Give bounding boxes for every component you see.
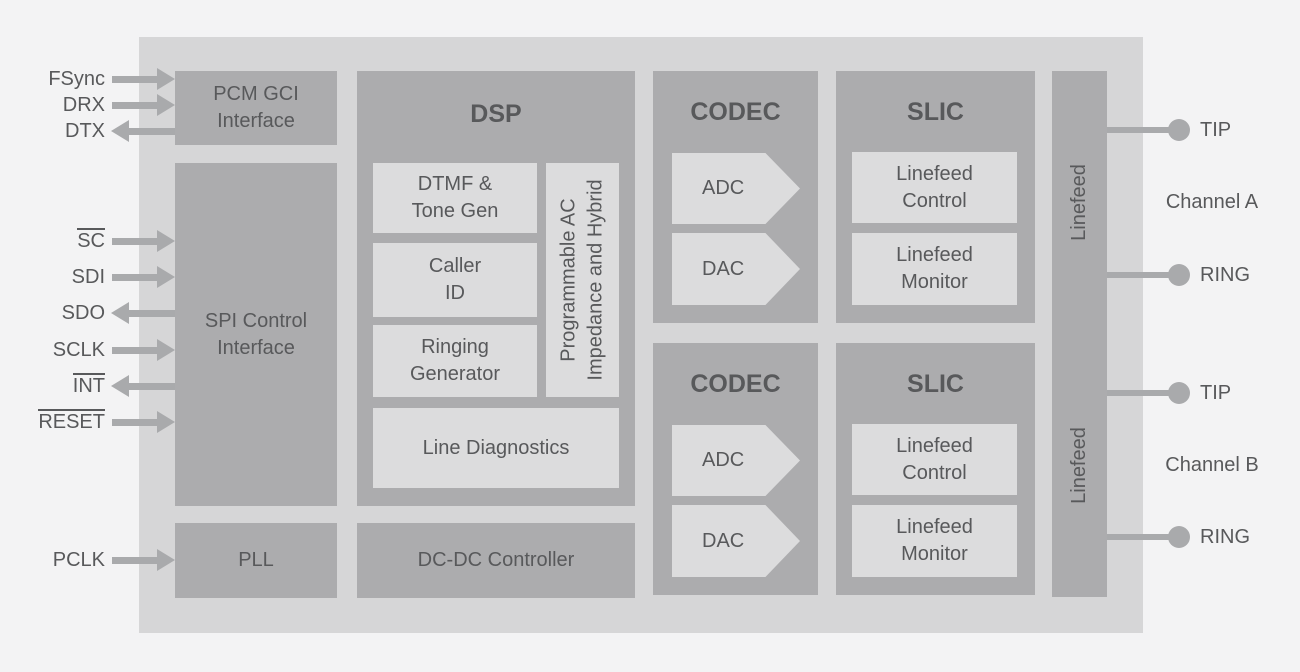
dtmf-tone-gen-block: DTMF & Tone Gen bbox=[373, 163, 537, 233]
arrow-right-icon bbox=[112, 347, 159, 354]
linefeed-strip: Linefeed Linefeed bbox=[1052, 71, 1107, 597]
pin-pclk: PCLK bbox=[0, 547, 176, 573]
pin-drx-label: DRX bbox=[62, 94, 105, 116]
pin-sdi: SDI bbox=[0, 264, 176, 290]
pin-cs: SC bbox=[0, 228, 176, 254]
dc-dc-controller-block: DC-DC Controller bbox=[357, 523, 635, 598]
arrow-right-icon bbox=[112, 102, 159, 109]
linefeed-monitor-block-a: Linefeed Monitor bbox=[852, 233, 1017, 305]
slic-block-a: SLIC Linefeed Control Linefeed Monitor bbox=[836, 71, 1035, 323]
linefeed-control-label-a: Linefeed Control bbox=[896, 162, 973, 212]
linefeed-label-a: Linefeed bbox=[1068, 164, 1090, 241]
tip-terminal-icon bbox=[1168, 382, 1190, 404]
adc-label-b: ADC bbox=[702, 449, 745, 471]
pin-sdi-label: SDI bbox=[71, 266, 105, 288]
ring-label-a: RING bbox=[1200, 264, 1250, 286]
tip-label-a: TIP bbox=[1200, 119, 1232, 141]
caller-id-label: Caller ID bbox=[428, 255, 482, 304]
pcm-gci-interface-label: PCM GCI Interface bbox=[213, 83, 299, 132]
arrow-right-icon bbox=[112, 274, 159, 281]
pin-reset: RESET bbox=[0, 409, 176, 435]
pin-cs-label: SC bbox=[77, 228, 105, 252]
dac-block-b: DAC bbox=[672, 505, 800, 577]
linefeed-label-b: Linefeed bbox=[1068, 427, 1090, 504]
spi-control-interface-label: SPI Control Interface bbox=[204, 309, 308, 359]
pll-block: PLL bbox=[175, 523, 337, 598]
line-diagnostics-block: Line Diagnostics bbox=[373, 408, 619, 488]
ring-line-b bbox=[1107, 534, 1169, 540]
adc-block-b: ADC bbox=[672, 425, 800, 496]
pin-drx: DRX bbox=[0, 92, 176, 118]
dsp-block: DSP DTMF & Tone Gen Caller ID Ringing Ge… bbox=[357, 71, 635, 506]
linefeed-monitor-label-b: Linefeed Monitor bbox=[896, 516, 973, 565]
spi-control-interface-block: SPI Control Interface bbox=[175, 163, 337, 506]
linefeed-control-label-b: Linefeed Control bbox=[896, 434, 973, 484]
channel-a-label: Channel A bbox=[1165, 191, 1259, 213]
codec-title-a: CODEC bbox=[690, 98, 781, 126]
caller-id-block: Caller ID bbox=[373, 243, 537, 317]
pin-sdo: SDO bbox=[0, 300, 176, 326]
codec-block-a: CODEC ADC DAC bbox=[653, 71, 818, 323]
codec-title-b: CODEC bbox=[690, 370, 781, 398]
linefeed-section-b: Linefeed bbox=[1052, 334, 1107, 597]
linefeed-control-block-b: Linefeed Control bbox=[852, 424, 1017, 495]
arrow-right-icon bbox=[112, 238, 159, 245]
dac-label-a: DAC bbox=[702, 257, 745, 280]
arrow-left-icon bbox=[127, 128, 175, 135]
linefeed-section-a: Linefeed bbox=[1052, 71, 1107, 334]
ring-terminal-icon bbox=[1168, 264, 1190, 286]
ring-line-a bbox=[1107, 272, 1169, 278]
ringing-generator-label: Ringing Generator bbox=[409, 336, 501, 385]
adc-label-a: ADC bbox=[702, 177, 745, 199]
adc-block-a: ADC bbox=[672, 153, 800, 224]
arrow-right-icon bbox=[112, 76, 159, 83]
tip-label-b: TIP bbox=[1200, 382, 1232, 404]
linefeed-control-block-a: Linefeed Control bbox=[852, 152, 1017, 223]
pin-reset-label: RESET bbox=[38, 409, 105, 433]
tip-terminal-icon bbox=[1168, 119, 1190, 141]
ac-impedance-hybrid-label: Programmable AC Impedance and Hybrid bbox=[557, 179, 607, 381]
ring-label-b: RING bbox=[1200, 526, 1250, 548]
linefeed-monitor-block-b: Linefeed Monitor bbox=[852, 505, 1017, 577]
slic-title-b: SLIC bbox=[907, 370, 964, 398]
pin-int: INT bbox=[0, 373, 176, 399]
pin-dtx: DTX bbox=[0, 118, 176, 144]
pin-fsync-label: FSync bbox=[48, 68, 105, 90]
codec-block-b: CODEC ADC DAC bbox=[653, 343, 818, 595]
slic-title-a: SLIC bbox=[907, 98, 964, 126]
pin-int-label: INT bbox=[72, 373, 105, 397]
dsp-title: DSP bbox=[470, 100, 522, 128]
tip-line-b bbox=[1107, 390, 1169, 396]
slic-block-b: SLIC Linefeed Control Linefeed Monitor bbox=[836, 343, 1035, 595]
pin-fsync: FSync bbox=[0, 66, 176, 92]
pin-dtx-label: DTX bbox=[65, 120, 105, 142]
ringing-generator-block: Ringing Generator bbox=[373, 325, 537, 397]
pin-pclk-label: PCLK bbox=[52, 549, 105, 571]
arrow-left-icon bbox=[127, 383, 175, 390]
pin-sdo-label: SDO bbox=[61, 302, 105, 324]
pll-label: PLL bbox=[238, 549, 274, 571]
channel-b-label: Channel B bbox=[1165, 454, 1259, 476]
dac-label-b: DAC bbox=[702, 529, 745, 552]
ring-terminal-icon bbox=[1168, 526, 1190, 548]
arrow-left-icon bbox=[127, 310, 175, 317]
dc-dc-controller-label: DC-DC Controller bbox=[417, 549, 575, 571]
pcm-gci-interface-block: PCM GCI Interface bbox=[175, 71, 337, 145]
arrow-right-icon bbox=[112, 557, 159, 564]
line-diagnostics-label: Line Diagnostics bbox=[422, 436, 570, 459]
ac-impedance-hybrid-block: Programmable AC Impedance and Hybrid bbox=[546, 163, 619, 397]
tip-line-a bbox=[1107, 127, 1169, 133]
pin-sclk-label: SCLK bbox=[52, 339, 105, 361]
pin-sclk: SCLK bbox=[0, 337, 176, 363]
arrow-right-icon bbox=[112, 419, 159, 426]
linefeed-monitor-label-a: Linefeed Monitor bbox=[896, 244, 973, 293]
dac-block-a: DAC bbox=[672, 233, 800, 305]
dtmf-tone-gen-label: DTMF & Tone Gen bbox=[411, 173, 499, 222]
